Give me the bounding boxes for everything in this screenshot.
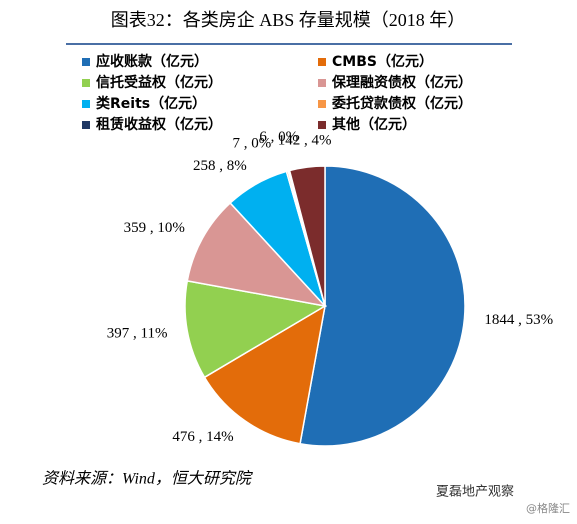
- pie-slice: [299, 165, 466, 447]
- legend-swatch: [82, 100, 90, 108]
- data-label: 476 , 14%: [172, 429, 233, 445]
- data-label: 258 , 8%: [193, 158, 247, 174]
- legend-label: 其他（亿元）: [332, 116, 416, 133]
- pie-slice: [186, 201, 328, 308]
- data-label: 397 , 11%: [107, 326, 168, 342]
- legend-swatch: [318, 100, 326, 108]
- data-label: 1844 , 53%: [484, 312, 553, 328]
- legend-label: 应收账款（亿元）: [96, 53, 208, 70]
- legend-swatch: [82, 121, 90, 129]
- data-label: 142 , 4%: [278, 133, 332, 149]
- pie-slice: [184, 279, 328, 379]
- chart-title: 图表32：各类房企 ABS 存量规模（2018 年）: [111, 10, 466, 30]
- pie-slice: [203, 304, 327, 445]
- pie-slice: [288, 165, 326, 307]
- data-label: 7 , 0%: [233, 135, 272, 151]
- legend-label: 租赁收益权（亿元）: [96, 116, 222, 133]
- data-label: 359 , 10%: [124, 220, 185, 236]
- legend-swatch: [82, 58, 90, 66]
- legend-label: 类Reits（亿元）: [96, 95, 206, 112]
- legend-label: 信托受益权（亿元）: [96, 74, 222, 91]
- legend-label: 委托贷款债权（亿元）: [331, 95, 472, 112]
- legend-label: CMBS（亿元）: [332, 53, 433, 70]
- legend-swatch: [318, 79, 326, 87]
- legend-swatch: [82, 79, 90, 87]
- source: 资料来源：Wind，恒大研究院: [42, 470, 254, 488]
- watermark: 夏磊地产观察: [436, 485, 514, 500]
- watermark: @格隆汇: [526, 501, 570, 515]
- data-label: 6 , 0%: [259, 129, 298, 145]
- legend-swatch: [318, 58, 326, 66]
- legend-swatch: [318, 121, 326, 129]
- legend-label: 保理融资债权（亿元）: [331, 74, 472, 91]
